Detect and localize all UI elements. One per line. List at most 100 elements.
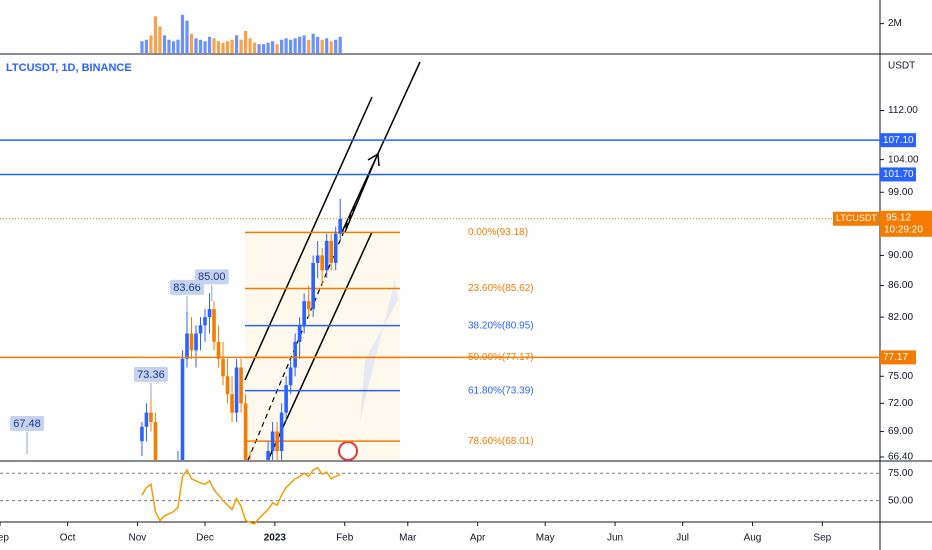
volume-bar bbox=[171, 41, 176, 53]
candle-body bbox=[266, 451, 270, 460]
candle-body bbox=[189, 333, 194, 351]
chart-title: LTCUSDT, 1D, BINANCE bbox=[6, 62, 132, 74]
volume-bar bbox=[230, 39, 234, 53]
volume-bar bbox=[284, 38, 288, 53]
high-tag bbox=[194, 269, 229, 285]
candle-body bbox=[306, 301, 311, 310]
volume-bar bbox=[243, 30, 248, 53]
volume-bar bbox=[316, 36, 320, 53]
x-tick-label: Feb bbox=[336, 533, 354, 544]
volume-bar bbox=[289, 39, 293, 53]
symbol-tag bbox=[833, 211, 879, 226]
high-tag bbox=[10, 416, 45, 431]
fib-label: 0.00%(93.18) bbox=[468, 227, 528, 238]
volume-bar bbox=[203, 41, 207, 53]
fib-label: 38.20%(80.95) bbox=[468, 320, 534, 331]
x-tick-label: 2023 bbox=[264, 533, 287, 544]
volume-bar bbox=[153, 16, 158, 53]
x-tick-label: May bbox=[536, 533, 555, 544]
candle-body bbox=[180, 358, 185, 460]
candle-body bbox=[230, 394, 234, 413]
volume-bar bbox=[212, 38, 216, 53]
candle-body bbox=[315, 255, 320, 263]
volume-bar bbox=[158, 26, 162, 53]
currency-label: USDT bbox=[888, 61, 915, 72]
candle-body bbox=[333, 233, 338, 263]
volume-bar bbox=[280, 39, 284, 53]
rsi-tick-label: 50.00 bbox=[888, 495, 913, 506]
candle-body bbox=[320, 255, 324, 271]
volume-bar bbox=[334, 39, 338, 53]
y-tick-label: 72.00 bbox=[888, 398, 913, 409]
volume-bar bbox=[149, 35, 153, 53]
channel-line bbox=[267, 231, 373, 460]
candle-body bbox=[338, 218, 342, 234]
volume-bar bbox=[302, 35, 306, 53]
price-tag bbox=[880, 350, 916, 365]
volume-bar bbox=[311, 33, 315, 53]
candle-body bbox=[194, 333, 198, 351]
y-tick-label: 104.00 bbox=[888, 154, 919, 165]
volume-bar bbox=[180, 14, 185, 53]
y-tick-label: 90.00 bbox=[888, 250, 913, 261]
mid-line bbox=[247, 204, 356, 460]
volume-bar bbox=[257, 44, 261, 53]
high-tag-label: 83.66 bbox=[173, 282, 201, 294]
x-tick-label: Sep bbox=[813, 533, 831, 544]
volume-bar bbox=[144, 39, 149, 53]
candle-body bbox=[302, 301, 306, 326]
volume-bar bbox=[185, 20, 189, 53]
y-tick-label: 112.00 bbox=[888, 105, 918, 116]
price-pane bbox=[140, 199, 400, 460]
channel-line bbox=[341, 61, 421, 233]
volume-tick-label: 2M bbox=[888, 18, 902, 29]
volume-bar bbox=[298, 36, 302, 53]
drawings bbox=[244, 61, 421, 460]
volume-bar bbox=[162, 35, 167, 53]
last-price-tag bbox=[880, 210, 932, 237]
x-tick-label: Jun bbox=[607, 533, 623, 544]
y-tick-label: 86.00 bbox=[888, 280, 913, 291]
candle-body bbox=[144, 412, 149, 427]
volume-bar bbox=[189, 33, 194, 53]
candle-body bbox=[225, 376, 230, 395]
high-tag-label: 85.00 bbox=[198, 271, 226, 283]
x-tick-label: Apr bbox=[470, 533, 486, 544]
arrow-head bbox=[367, 152, 380, 167]
y-tick-label: 82.00 bbox=[888, 312, 913, 323]
volume-bar bbox=[207, 36, 212, 53]
channel-line bbox=[244, 96, 373, 381]
symbol-tag-label: LTCUSDT bbox=[836, 213, 877, 223]
x-tick-label: Oct bbox=[60, 533, 76, 544]
volume-bar bbox=[248, 38, 252, 53]
volume-bar bbox=[167, 39, 171, 53]
candle-body bbox=[288, 367, 293, 386]
rsi-tick-label: 75.00 bbox=[888, 468, 913, 479]
candle-body bbox=[324, 240, 329, 271]
candle-body bbox=[203, 317, 207, 326]
volume-bar bbox=[266, 42, 270, 53]
y-tick-label: 69.00 bbox=[888, 426, 913, 437]
volume-bar bbox=[221, 42, 225, 53]
candle-body bbox=[140, 426, 144, 442]
event-icon[interactable] bbox=[338, 441, 358, 461]
volume-bar bbox=[271, 41, 275, 53]
arrow bbox=[344, 157, 377, 233]
price-tag-label: 101.70 bbox=[883, 169, 914, 180]
price-tag bbox=[880, 167, 916, 182]
candle-body bbox=[198, 325, 203, 334]
candle-body bbox=[239, 367, 243, 404]
candle-body bbox=[212, 309, 216, 342]
high-tag bbox=[133, 366, 168, 382]
volume-bar bbox=[325, 38, 329, 53]
volume-bar bbox=[194, 38, 198, 53]
x-tick-label: Nov bbox=[129, 533, 147, 544]
candle-body bbox=[311, 262, 315, 310]
volume-bar bbox=[338, 36, 342, 53]
x-tick-label: Sep bbox=[0, 533, 9, 544]
fib-label: 61.80%(73.39) bbox=[468, 385, 534, 396]
volume-bar bbox=[329, 41, 333, 53]
x-tick-label: Aug bbox=[744, 533, 762, 544]
volume-bar bbox=[216, 41, 221, 53]
